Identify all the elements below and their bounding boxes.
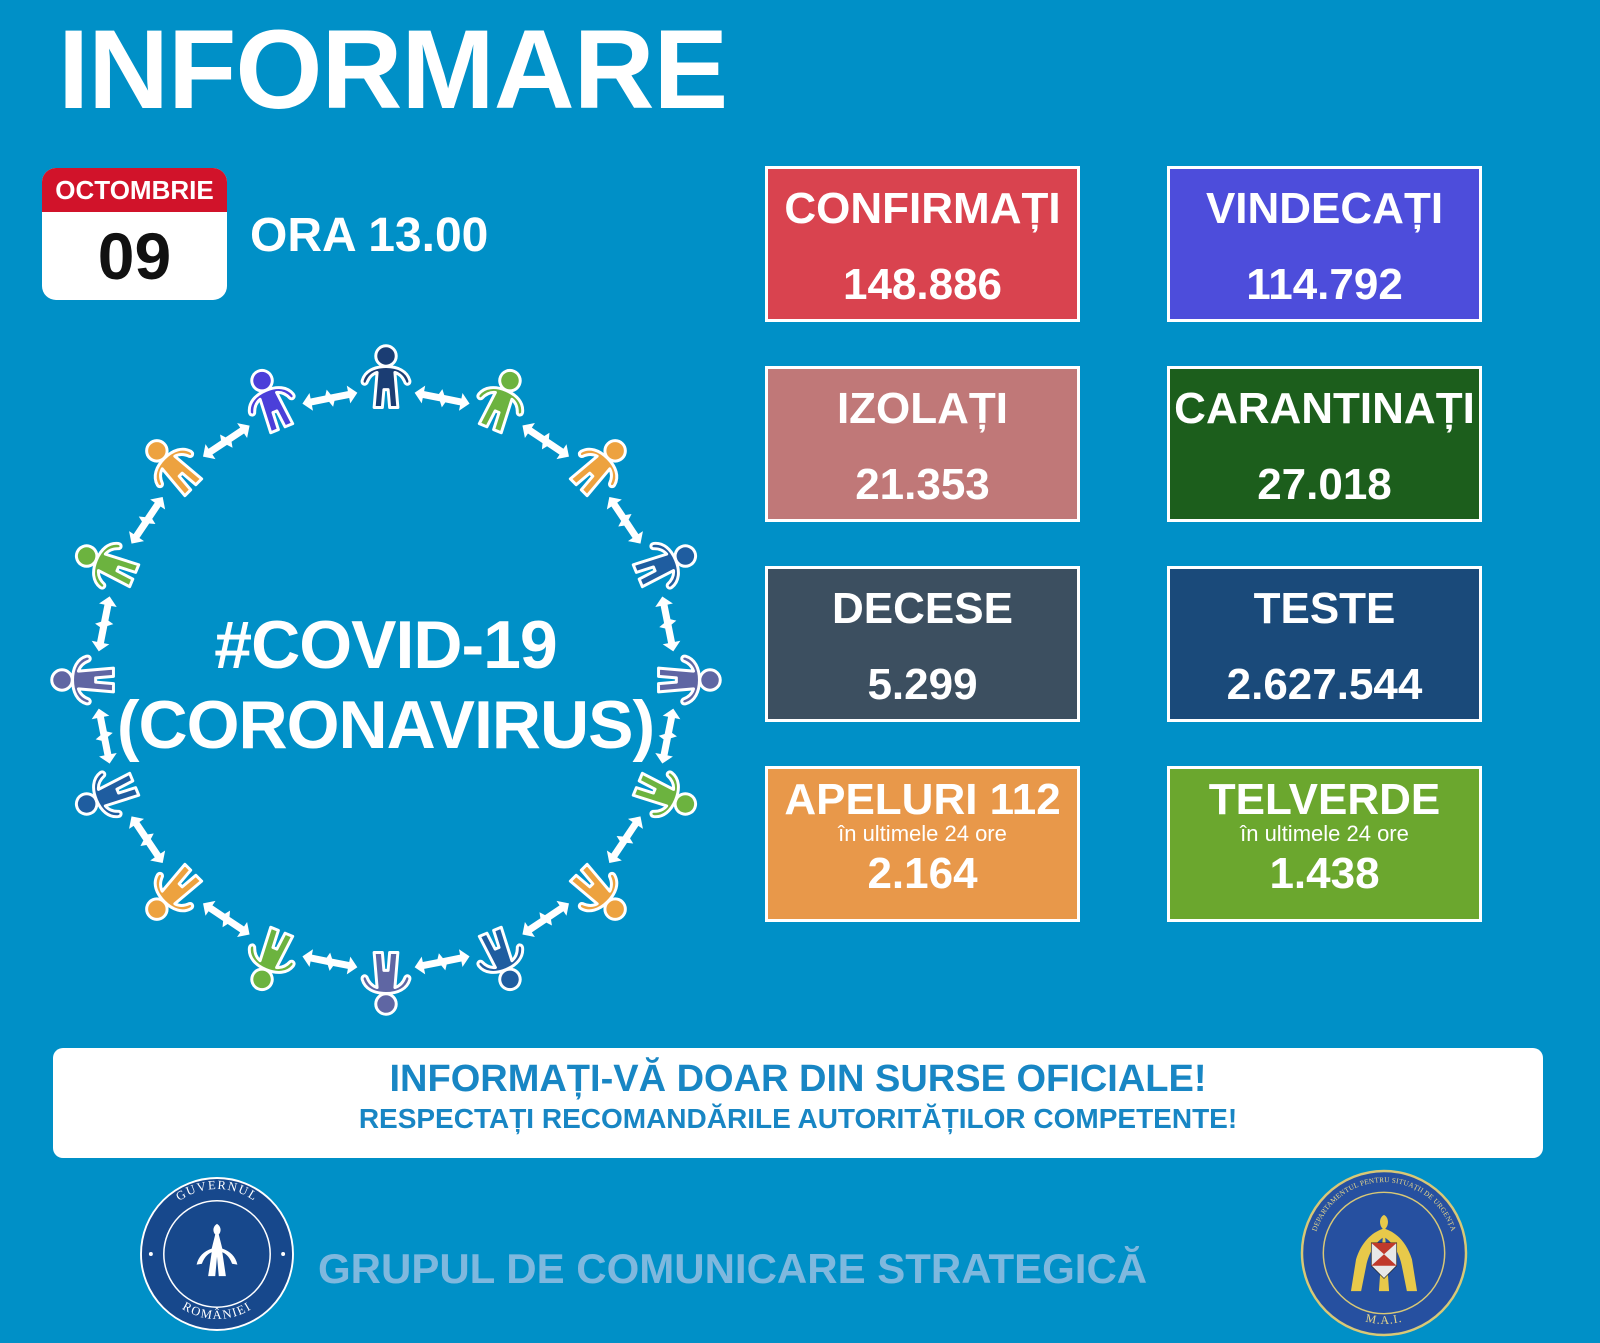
svg-text:M.A.I.: M.A.I. (1365, 1311, 1404, 1327)
